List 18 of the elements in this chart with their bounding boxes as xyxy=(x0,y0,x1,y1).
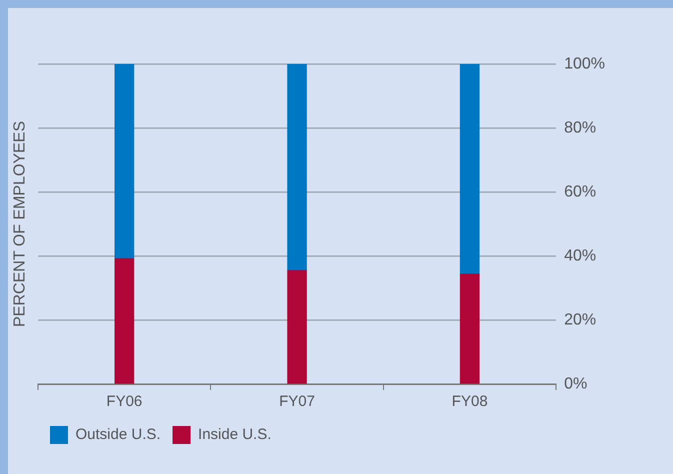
x-tick-label: FY06 xyxy=(106,393,142,410)
y-tick-label: 60% xyxy=(564,183,596,200)
bar xyxy=(114,258,134,384)
bar xyxy=(287,270,307,384)
legend-label: Inside U.S. xyxy=(198,426,272,444)
legend-label: Outside U.S. xyxy=(76,426,161,444)
x-tick-label: FY08 xyxy=(452,393,488,410)
y-axis-title: PERCENT OF EMPLOYEES xyxy=(11,121,28,327)
bar xyxy=(287,64,307,271)
x-tick-label: FY07 xyxy=(279,393,315,410)
y-tick-label: 80% xyxy=(564,119,596,136)
bar xyxy=(460,64,480,274)
y-tick-label: 20% xyxy=(564,311,596,328)
bar xyxy=(460,274,480,384)
y-tick-label: 100% xyxy=(564,55,605,72)
bar xyxy=(114,64,134,259)
y-tick-label: 40% xyxy=(564,247,596,264)
y-tick-label: 0% xyxy=(564,375,588,392)
